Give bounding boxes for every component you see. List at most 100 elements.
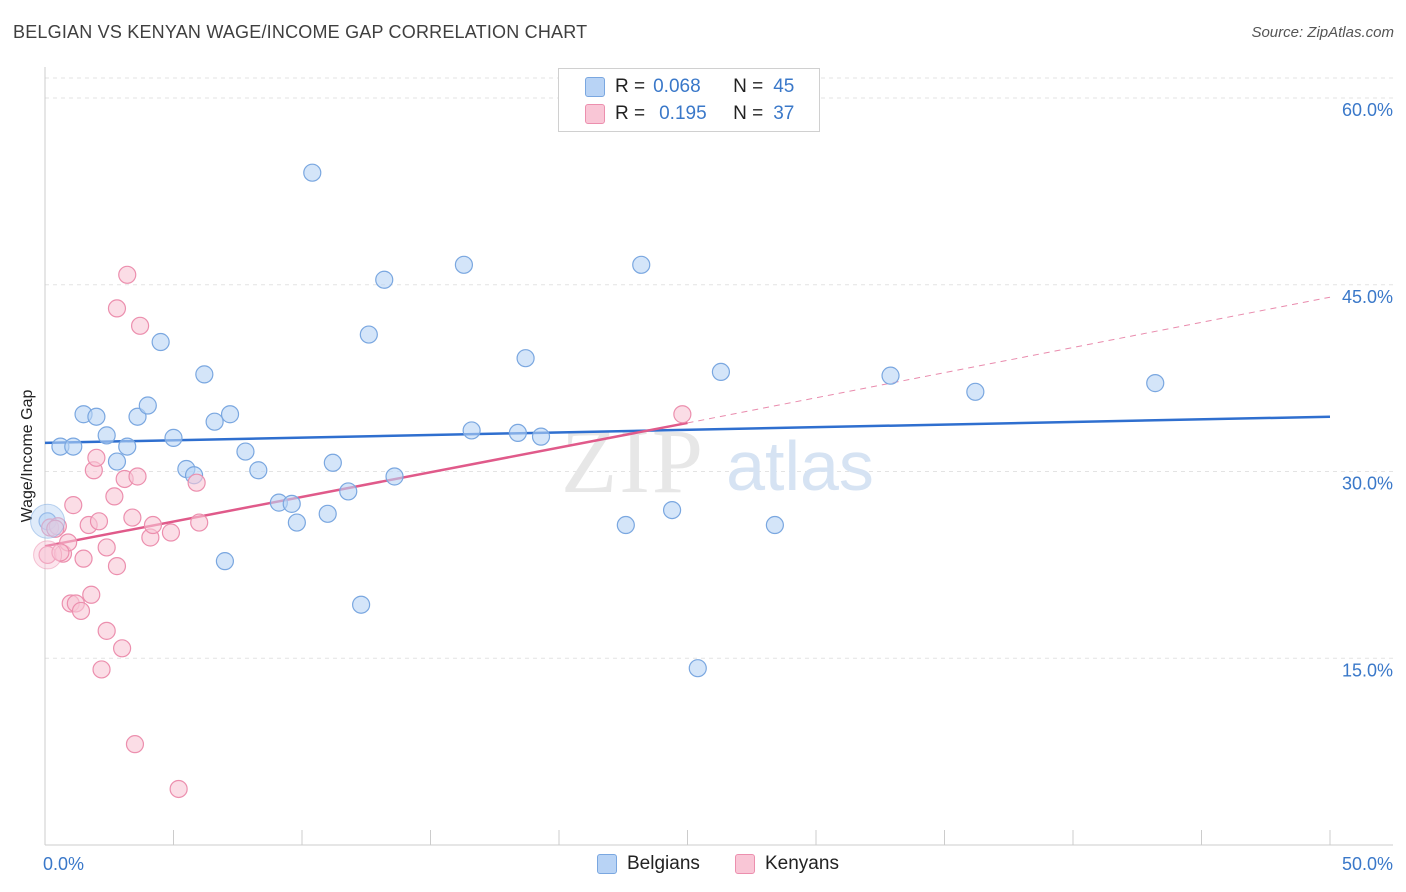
y-tick-label: 45.0% [1342, 287, 1393, 307]
point-belgians [632, 255, 651, 274]
legend-r-value: 0.195 [659, 103, 707, 124]
point-belgians [462, 421, 481, 440]
point-belgians [662, 500, 682, 520]
legend-row-belgians: R = 0.068 N = 45 [585, 75, 794, 99]
legend-swatch-belgians [585, 77, 605, 97]
point-belgians [711, 362, 731, 381]
point-kenyans [97, 621, 116, 640]
legend-n-label: N = [733, 76, 764, 97]
point-kenyans [130, 316, 150, 335]
point-belgians [303, 163, 322, 182]
point-kenyans [97, 538, 116, 557]
point-belgians [454, 255, 474, 274]
point-belgians [516, 349, 535, 368]
point-belgians [881, 366, 900, 385]
stats-legend: R = 0.068 N = 45 R = 0.195 N = 37 [558, 68, 820, 132]
y-tick-label: 30.0% [1342, 474, 1393, 494]
trend-line-belgians [44, 415, 1331, 445]
point-kenyans [82, 585, 101, 604]
point-kenyans [118, 265, 137, 284]
point-belgians [287, 513, 306, 532]
point-belgians [128, 407, 147, 426]
watermark-zip: ZIP [561, 410, 705, 512]
trend-extension-kenyans [687, 296, 1331, 424]
point-belgians [375, 270, 394, 289]
point-belgians [30, 503, 66, 539]
legend-r-label: R = [615, 76, 646, 97]
axes [44, 67, 1393, 846]
x-tick-label: 0.0% [43, 854, 84, 874]
point-kenyans [169, 779, 188, 799]
point-kenyans [74, 549, 93, 568]
point-belgians [64, 437, 83, 456]
point-belgians [966, 382, 985, 401]
x-tick-label: 50.0% [1342, 854, 1393, 874]
series-legend-belgians[interactable]: Belgians [597, 851, 700, 877]
point-kenyans [89, 512, 109, 531]
legend-label-belgians: Belgians [627, 853, 700, 874]
source-label: Source: ZipAtlas.com [1251, 24, 1394, 41]
point-belgians [151, 332, 170, 352]
point-belgians [616, 515, 635, 535]
point-belgians [282, 494, 301, 513]
point-belgians [531, 427, 551, 446]
point-belgians [352, 595, 371, 614]
legend-r-label: R = [615, 103, 646, 124]
point-belgians [1146, 374, 1165, 393]
point-kenyans [673, 405, 692, 424]
point-kenyans [92, 660, 111, 679]
legend-row-kenyans: R = 0.195 N = 37 [585, 102, 794, 126]
point-belgians [236, 442, 255, 461]
point-kenyans [187, 473, 206, 492]
point-kenyans [112, 639, 132, 658]
point-belgians [359, 325, 378, 344]
point-kenyans [125, 735, 145, 754]
point-belgians [323, 453, 342, 472]
tick-labels: 15.0% 30.0% 45.0% 60.0% 0.0% 50.0% [43, 100, 1393, 874]
point-belgians [508, 423, 527, 443]
legend-swatch-kenyans [585, 104, 605, 124]
legend-r-value: 0.068 [653, 76, 701, 97]
y-tick-label: 15.0% [1342, 660, 1393, 680]
point-belgians [118, 437, 137, 456]
point-belgians [220, 405, 240, 424]
chart-title: BELGIAN VS KENYAN WAGE/INCOME GAP CORREL… [13, 22, 588, 42]
point-kenyans [87, 448, 106, 467]
legend-label-kenyans: Kenyans [765, 853, 839, 874]
legend-n-label: N = [733, 103, 764, 124]
point-kenyans [123, 508, 142, 527]
point-kenyans [143, 515, 163, 535]
point-belgians [688, 659, 707, 678]
point-kenyans [64, 496, 83, 515]
point-kenyans [107, 557, 127, 576]
point-belgians [385, 467, 404, 486]
point-belgians [318, 504, 337, 523]
data-points [30, 163, 1165, 799]
point-kenyans [71, 601, 91, 621]
legend-n-value: 45 [773, 76, 795, 97]
point-belgians [765, 515, 784, 535]
point-belgians [97, 426, 116, 445]
point-kenyans [105, 487, 124, 506]
point-belgians [107, 452, 127, 471]
point-kenyans [190, 513, 209, 532]
point-kenyans [161, 523, 181, 542]
point-kenyans [128, 467, 147, 486]
point-belgians [195, 365, 214, 384]
point-belgians [138, 396, 157, 415]
watermark-atlas: atlas [726, 427, 874, 505]
y-tick-label: 60.0% [1342, 100, 1393, 120]
legend-n-value: 37 [773, 103, 795, 124]
series-legend-kenyans[interactable]: Kenyans [735, 851, 839, 877]
point-belgians [339, 482, 358, 501]
legend-swatch-kenyans [735, 854, 755, 874]
point-kenyans [107, 299, 127, 318]
point-belgians [249, 461, 268, 480]
point-belgians [87, 407, 106, 426]
point-belgians [205, 412, 224, 431]
point-kenyans [33, 540, 63, 570]
point-belgians [215, 552, 234, 571]
point-belgians [164, 428, 183, 447]
legend-swatch-belgians [597, 854, 617, 874]
